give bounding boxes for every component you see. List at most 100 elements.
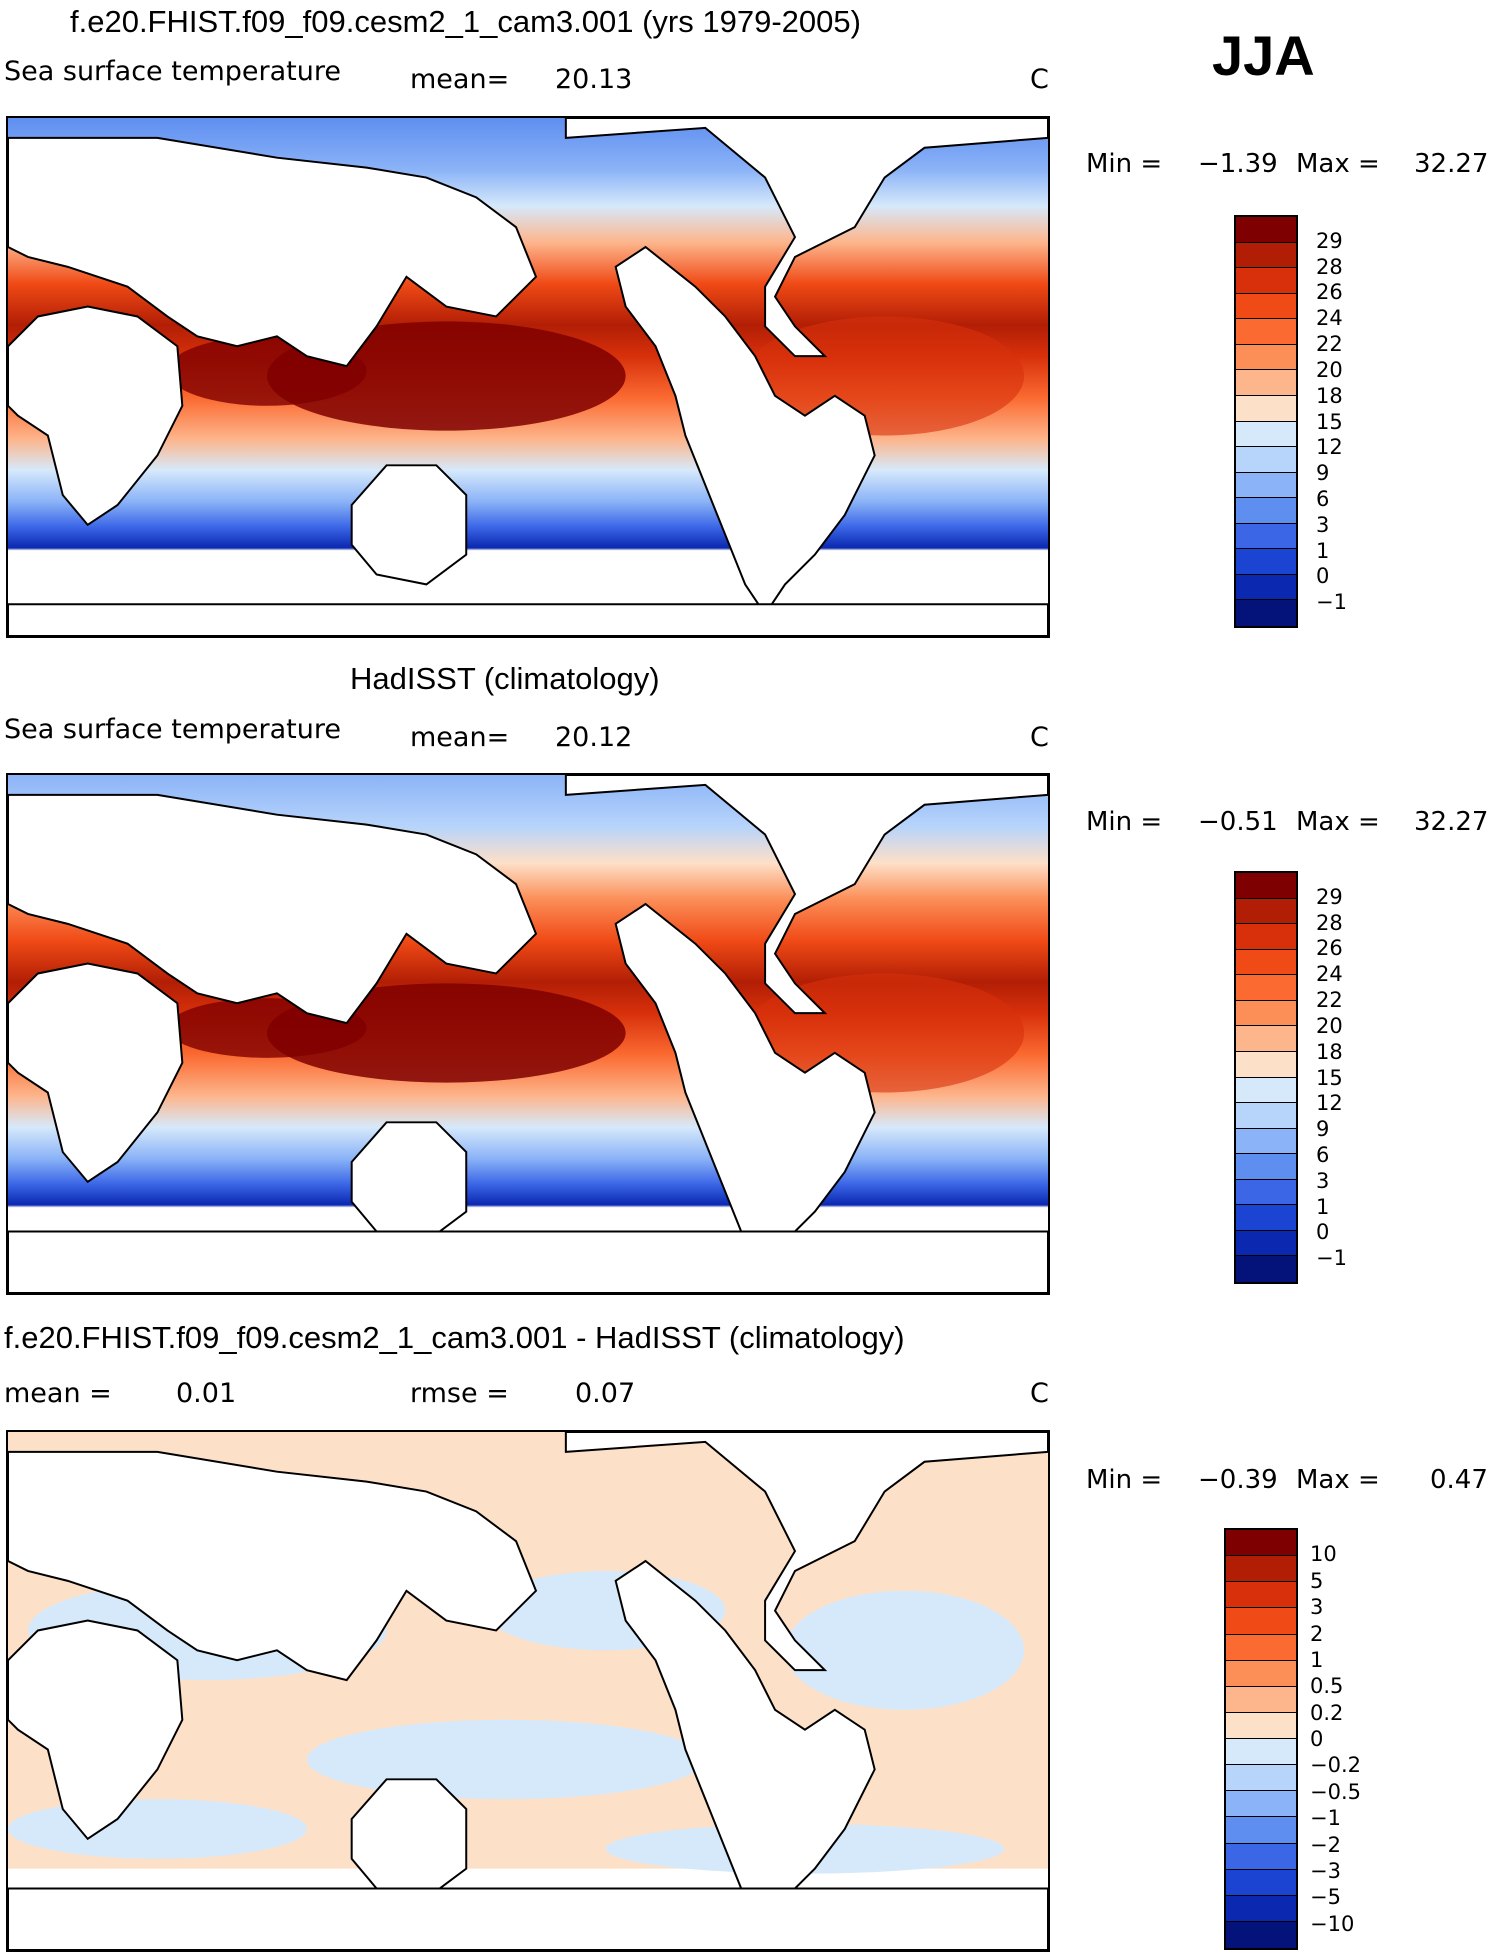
colorbar-segment — [1236, 1103, 1296, 1129]
panel-2-units: C — [1030, 722, 1049, 753]
colorbar-tick-label: −5 — [1310, 1885, 1341, 1910]
colorbar-segment — [1236, 600, 1296, 626]
colorbar-tick-label: 29 — [1316, 884, 1343, 909]
colorbar-tick-label: −2 — [1310, 1832, 1341, 1857]
colorbar-tick-label: 18 — [1316, 1039, 1343, 1064]
colorbar-tick-label: 5 — [1310, 1568, 1324, 1593]
panel-2-min-label: Min = — [1086, 807, 1163, 837]
panel-2-colorbar — [1234, 871, 1298, 1284]
panel-1-variable: Sea surface temperature — [4, 56, 341, 87]
panel-3-min-label: Min = — [1086, 1465, 1163, 1495]
colorbar-tick-label: 26 — [1316, 280, 1343, 305]
colorbar-tick-label: 20 — [1316, 1013, 1343, 1038]
colorbar-tick-label: 18 — [1316, 383, 1343, 408]
colorbar-tick-label: 1 — [1310, 1647, 1324, 1672]
colorbar-segment — [1236, 1205, 1296, 1231]
colorbar-segment — [1236, 472, 1296, 499]
panel-3-rmse-value: 0.07 — [575, 1378, 636, 1409]
colorbar-tick-label: −0.2 — [1310, 1753, 1361, 1778]
panel-3-min-value: −0.39 — [1198, 1465, 1278, 1495]
colorbar-tick-label: 6 — [1316, 1142, 1330, 1167]
colorbar-tick-label: 9 — [1316, 1117, 1330, 1142]
colorbar-tick-label: 28 — [1316, 910, 1343, 935]
colorbar-segment — [1226, 1530, 1296, 1557]
colorbar-tick-label: 2 — [1310, 1621, 1324, 1646]
colorbar-segment — [1236, 293, 1296, 320]
colorbar-tick-label: 1 — [1316, 1194, 1330, 1219]
colorbar-segment — [1236, 924, 1296, 950]
colorbar-segment — [1226, 1895, 1296, 1922]
colorbar-segment — [1236, 421, 1296, 448]
colorbar-tick-label: 1 — [1316, 538, 1330, 563]
colorbar-segment — [1236, 1179, 1296, 1206]
colorbar-segment — [1236, 1128, 1296, 1155]
colorbar-segment — [1226, 1765, 1296, 1792]
colorbar-tick-label: 24 — [1316, 962, 1343, 987]
colorbar-tick-label: 12 — [1316, 1091, 1343, 1116]
colorbar-segment — [1236, 217, 1296, 243]
colorbar-segment — [1236, 1077, 1296, 1104]
panel-2-mean-label: mean= — [410, 722, 510, 753]
panel-3-units: C — [1030, 1378, 1049, 1409]
panel-1-mean-label: mean= — [410, 64, 510, 95]
colorbar-segment — [1226, 1869, 1296, 1896]
colorbar-tick-label: −3 — [1310, 1858, 1341, 1883]
panel-1-map-svg — [8, 118, 1048, 636]
colorbar-segment — [1226, 1634, 1296, 1661]
colorbar-segment — [1236, 1256, 1296, 1282]
colorbar-segment — [1236, 898, 1296, 925]
colorbar-segment — [1236, 395, 1296, 422]
colorbar-tick-label: 24 — [1316, 306, 1343, 331]
panel-2-title: HadISST (climatology) — [350, 661, 660, 696]
colorbar-segment — [1236, 975, 1296, 1001]
panel-3-colorbar — [1224, 1528, 1298, 1950]
panel-3-map-svg — [8, 1432, 1048, 1950]
colorbar-tick-label: 9 — [1316, 461, 1330, 486]
colorbar-tick-label: −0.5 — [1310, 1779, 1361, 1804]
colorbar-segment — [1226, 1608, 1296, 1635]
panel-1-max-value: 32.27 — [1414, 149, 1489, 179]
colorbar-segment — [1226, 1921, 1296, 1948]
colorbar-segment — [1236, 873, 1296, 899]
panel-1-colorbar — [1234, 215, 1298, 628]
colorbar-tick-label: 20 — [1316, 357, 1343, 382]
colorbar-tick-label: 0 — [1310, 1727, 1324, 1751]
panel-1-title: f.e20.FHIST.f09_f09.cesm2_1_cam3.001 (yr… — [70, 4, 861, 39]
colorbar-segment — [1226, 1582, 1296, 1609]
colorbar-segment — [1236, 1230, 1296, 1257]
colorbar-tick-label: 3 — [1316, 512, 1330, 537]
panel-3-max-value: 0.47 — [1430, 1465, 1488, 1495]
panel-1-mean-value: 20.13 — [555, 64, 633, 95]
colorbar-tick-label: 3 — [1316, 1168, 1330, 1193]
colorbar-segment — [1226, 1712, 1296, 1739]
panel-3-rmse-label: rmse = — [410, 1378, 509, 1409]
panel-1-units: C — [1030, 64, 1049, 95]
colorbar-segment — [1236, 370, 1296, 396]
colorbar-segment — [1236, 319, 1296, 345]
colorbar-tick-label: 10 — [1310, 1542, 1337, 1567]
colorbar-tick-label: −1 — [1316, 590, 1347, 615]
panel-3-max-label: Max = — [1296, 1465, 1380, 1495]
colorbar-segment — [1236, 549, 1296, 575]
colorbar-tick-label: 28 — [1316, 254, 1343, 279]
colorbar-tick-label: 0.5 — [1310, 1674, 1344, 1699]
panel-2-map — [6, 773, 1050, 1295]
colorbar-tick-label: 12 — [1316, 435, 1343, 460]
colorbar-segment — [1236, 949, 1296, 976]
panel-2-variable: Sea surface temperature — [4, 714, 341, 745]
panel-3-mean-label: mean = — [4, 1378, 112, 1409]
colorbar-tick-label: 29 — [1316, 228, 1343, 253]
colorbar-segment — [1226, 1817, 1296, 1844]
panel-2-mean-value: 20.12 — [555, 722, 633, 753]
colorbar-segment — [1236, 1154, 1296, 1180]
colorbar-tick-label: 26 — [1316, 936, 1343, 961]
panel-2-min-value: −0.51 — [1198, 807, 1278, 837]
colorbar-tick-label: 3 — [1310, 1595, 1324, 1620]
colorbar-segment — [1236, 498, 1296, 524]
colorbar-tick-label: 22 — [1316, 988, 1343, 1013]
colorbar-tick-label: −1 — [1310, 1806, 1341, 1831]
colorbar-segment — [1236, 1051, 1296, 1078]
colorbar-tick-label: 22 — [1316, 332, 1343, 357]
colorbar-segment — [1236, 523, 1296, 550]
colorbar-segment — [1226, 1791, 1296, 1818]
